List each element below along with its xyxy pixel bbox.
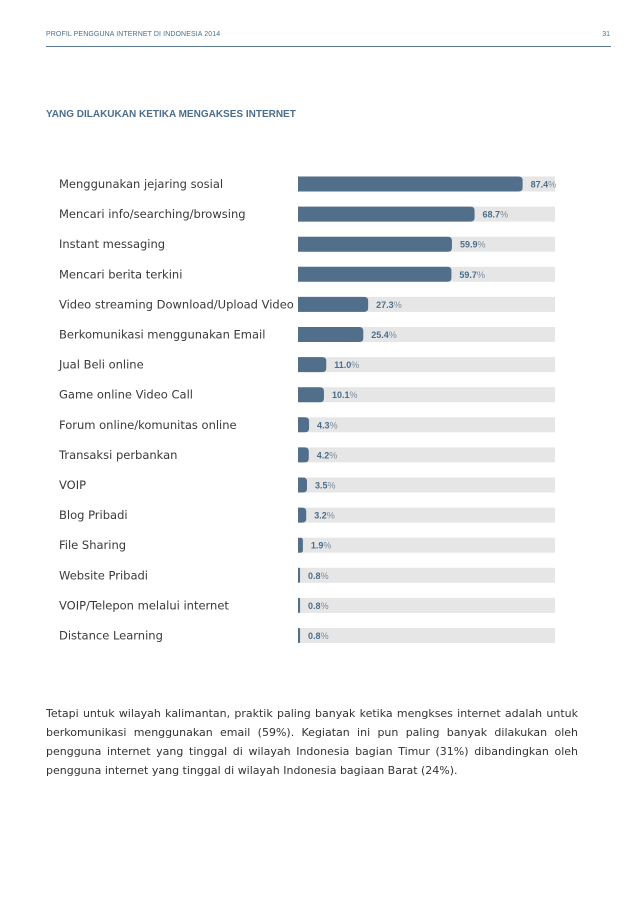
- data-bar: [298, 507, 307, 523]
- data-bar: [298, 417, 310, 433]
- value-label: 3.2%: [314, 511, 335, 521]
- value-label: 4.2%: [317, 450, 338, 460]
- header-divider: [46, 46, 611, 47]
- running-header-title: PROFIL PENGGUNA INTERNET DI INDONESIA 20…: [46, 31, 221, 38]
- data-bar: [298, 327, 364, 342]
- category-label: File Sharing: [59, 538, 126, 552]
- value-label: 11.0%: [334, 360, 359, 370]
- value-label: 0.8%: [308, 571, 329, 581]
- page-number: 31: [602, 31, 610, 38]
- value-label: 59.7%: [459, 270, 485, 280]
- data-bar: [298, 597, 301, 613]
- data-bar: [298, 387, 324, 403]
- category-label: VOIP/Telepon melalui internet: [59, 598, 229, 612]
- value-label: 10.1%: [332, 390, 358, 400]
- data-bar: [298, 236, 452, 252]
- data-bar: [298, 567, 301, 583]
- value-label: 0.8%: [308, 601, 329, 611]
- data-bar: [298, 206, 475, 222]
- bar-track: [298, 628, 555, 643]
- value-label: 1.9%: [311, 541, 332, 551]
- data-bar: [298, 176, 523, 192]
- bar-track: [298, 417, 555, 433]
- category-label: Blog Pribadi: [59, 508, 128, 522]
- category-label: VOIP: [59, 478, 86, 492]
- bar-track: [298, 387, 555, 403]
- category-label: Mencari berita terkini: [59, 267, 182, 281]
- value-label: 68.7%: [483, 210, 509, 220]
- value-label: 4.3%: [317, 420, 338, 430]
- bar-track: [298, 567, 555, 583]
- data-bar: [298, 477, 307, 493]
- bar-track: [298, 447, 555, 463]
- data-bar: [298, 266, 452, 282]
- data-bar: [298, 357, 327, 373]
- category-label: Transaksi perbankan: [58, 448, 177, 462]
- category-label: Game online Video Call: [59, 388, 193, 402]
- value-label: 3.5%: [315, 481, 336, 491]
- bar-track: [298, 357, 555, 373]
- bar-track: [298, 537, 555, 553]
- bar-track: [298, 507, 555, 523]
- section-title: YANG DILAKUKAN KETIKA MENGAKSES INTERNET: [46, 109, 296, 120]
- value-label: 27.3%: [376, 300, 402, 310]
- category-label: Jual Beli online: [58, 358, 144, 372]
- value-label: 87.4%: [531, 180, 557, 190]
- value-label: 0.8%: [308, 631, 329, 641]
- value-label: 59.9%: [460, 240, 486, 250]
- bar-track: [298, 477, 555, 493]
- data-bar: [298, 296, 369, 312]
- category-label: Menggunakan jejaring sosial: [59, 177, 223, 191]
- category-label: Distance Learning: [59, 629, 163, 643]
- category-label: Forum online/komunitas online: [59, 418, 237, 432]
- category-label: Instant messaging: [59, 237, 165, 251]
- category-label: Mencari info/searching/browsing: [59, 207, 246, 221]
- category-label: Website Pribadi: [59, 568, 148, 582]
- category-label: Video streaming Download/Upload Video: [59, 297, 294, 311]
- category-label: Berkomunikasi menggunakan Email: [59, 328, 265, 342]
- data-bar: [298, 537, 303, 553]
- bar-track: [298, 597, 555, 613]
- data-bar: [298, 447, 309, 463]
- data-bar: [298, 628, 301, 643]
- body-paragraph: Tetapi untuk wilayah kalimantan, praktik…: [46, 707, 578, 777]
- value-label: 25.4%: [371, 330, 397, 340]
